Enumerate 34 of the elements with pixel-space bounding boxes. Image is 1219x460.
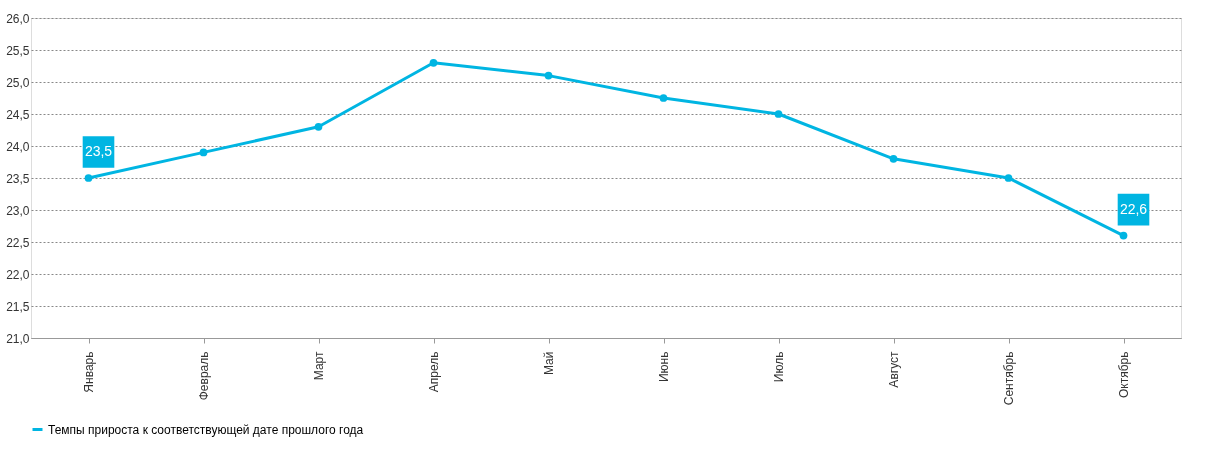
legend-label: Темпы прироста к соответствующей дате прошлого года — [48, 422, 364, 437]
data-label: 23,5 — [84, 143, 113, 159]
y-tick-label: 23,5 — [6, 171, 30, 186]
y-tick-label: 26,0 — [6, 11, 30, 26]
x-tick-label: Сентябрь — [1002, 351, 1016, 406]
point — [774, 110, 783, 118]
x-tick-label: Май — [542, 351, 556, 376]
y-tick-label: 24,0 — [6, 139, 30, 154]
point — [84, 174, 93, 182]
point — [199, 148, 208, 157]
point — [659, 94, 668, 102]
point — [1119, 231, 1128, 240]
y-tick-label: 25,5 — [6, 43, 30, 58]
y-tick-label: 21,5 — [6, 299, 30, 314]
x-tick-label: Февраль — [197, 351, 211, 401]
point — [314, 122, 323, 131]
y-tick-label: 21,0 — [6, 331, 30, 346]
y-tick-label: 25,0 — [6, 75, 30, 90]
data-label: 22,6 — [1119, 200, 1148, 217]
x-tick-label: Октябрь — [1117, 351, 1131, 399]
x-tick-label: Август — [887, 351, 901, 388]
point — [544, 71, 553, 80]
x-tick-label: Июнь — [657, 351, 671, 383]
y-tick-label: 22,5 — [6, 235, 30, 250]
y-tick-label: 23,0 — [6, 203, 30, 218]
x-tick-label: Апрель — [427, 351, 441, 393]
y-tick-label: 24,5 — [6, 107, 30, 122]
point — [889, 154, 898, 163]
x-tick-label: Март — [312, 351, 326, 381]
point — [1004, 174, 1013, 182]
x-tick-label: Январь — [82, 351, 96, 393]
point — [429, 58, 438, 67]
y-tick-label: 22,0 — [6, 267, 30, 282]
x-tick-label: Июль — [772, 351, 786, 383]
